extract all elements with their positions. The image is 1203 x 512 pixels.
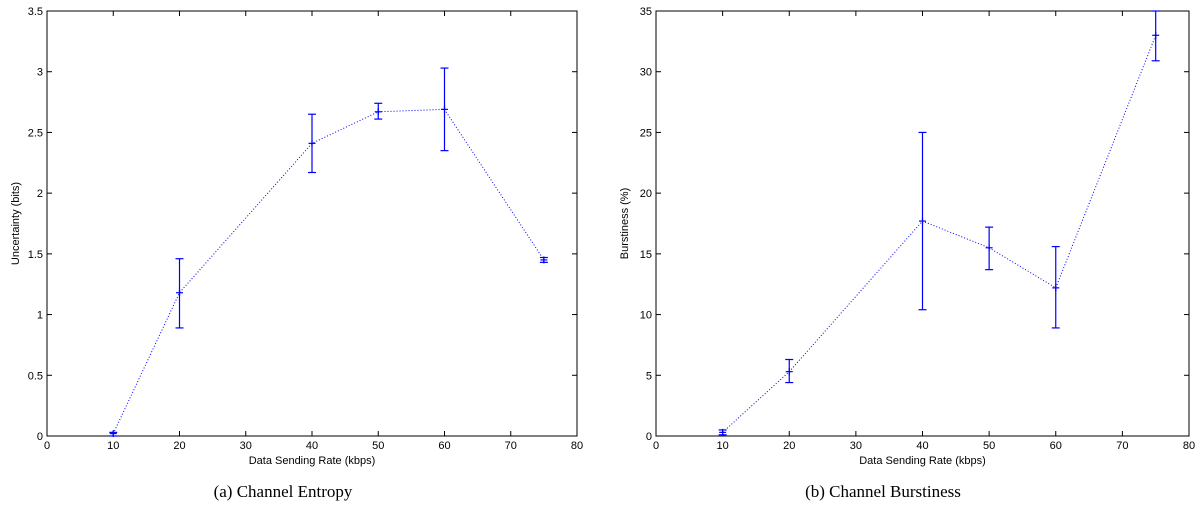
x-axis-label: Data Sending Rate (kbps) — [859, 455, 986, 467]
x-tick-label: 30 — [240, 440, 252, 452]
data-point — [176, 289, 183, 297]
y-tick-label: 15 — [640, 249, 652, 261]
data-point — [1052, 284, 1060, 292]
x-tick-label: 10 — [107, 440, 119, 452]
data-point — [109, 430, 117, 438]
x-axis-label: Data Sending Rate (kbps) — [249, 455, 376, 467]
y-axis-ticks: 0 0.5 1 1.5 2 2.5 3 3.5 — [28, 6, 577, 443]
y-axis-label: Burstiness (%) — [619, 188, 631, 260]
x-axis-ticks: 0 10 20 30 40 50 60 70 80 — [653, 11, 1195, 452]
chart-caption: (a) Channel Entropy — [214, 482, 353, 501]
y-tick-label: 0 — [37, 431, 43, 443]
x-tick-label: 0 — [653, 440, 659, 452]
chart-channel-burstiness: 0 10 20 30 40 50 60 70 80 0 5 10 15 20 25 30 35 Data Se… — [619, 6, 1195, 501]
y-tick-label: 2 — [37, 188, 43, 200]
y-tick-label: 25 — [640, 127, 652, 139]
y-tick-label: 35 — [640, 6, 652, 18]
y-tick-label: 1.5 — [28, 249, 43, 261]
series — [109, 67, 548, 438]
data-point — [441, 105, 448, 113]
x-tick-label: 60 — [438, 440, 450, 452]
plot-frame — [46, 10, 578, 437]
series-line — [722, 35, 1157, 433]
data-point — [785, 368, 793, 376]
chart-caption: (b) Channel Burstiness — [805, 482, 961, 501]
y-tick-label: 5 — [646, 370, 652, 382]
x-tick-label: 30 — [850, 440, 862, 452]
data-point — [374, 108, 382, 116]
chart-channel-entropy: 0 10 20 30 40 50 60 70 80 0 0.5 1 1.5 2 2.5 3 3.5 Data … — [10, 6, 583, 501]
y-tick-label: 20 — [640, 188, 652, 200]
y-tick-label: 10 — [640, 310, 652, 322]
data-point — [919, 217, 926, 225]
x-tick-label: 40 — [306, 440, 318, 452]
series-line — [112, 108, 545, 434]
series — [718, 10, 1160, 436]
x-tick-label: 20 — [783, 440, 795, 452]
y-axis-ticks: 0 5 10 15 20 25 30 35 — [640, 6, 1189, 443]
x-tick-label: 10 — [717, 440, 729, 452]
x-axis-ticks: 0 10 20 30 40 50 60 70 80 — [44, 11, 583, 452]
x-tick-label: 50 — [372, 440, 384, 452]
x-tick-label: 80 — [1183, 440, 1195, 452]
y-tick-label: 0.5 — [28, 370, 43, 382]
x-tick-label: 50 — [983, 440, 995, 452]
x-tick-label: 80 — [571, 440, 583, 452]
y-tick-label: 30 — [640, 67, 652, 79]
y-tick-label: 1 — [37, 310, 43, 322]
y-tick-label: 0 — [646, 431, 652, 443]
x-tick-label: 60 — [1050, 440, 1062, 452]
data-point — [308, 139, 316, 147]
y-tick-label: 3.5 — [28, 6, 43, 18]
y-axis-label: Uncertainty (bits) — [10, 182, 22, 265]
x-tick-label: 70 — [1116, 440, 1128, 452]
x-tick-label: 40 — [916, 440, 928, 452]
data-point — [1152, 31, 1160, 39]
y-tick-label: 2.5 — [28, 127, 43, 139]
x-tick-label: 0 — [44, 440, 50, 452]
y-tick-label: 3 — [37, 67, 43, 79]
x-tick-label: 70 — [505, 440, 517, 452]
data-point — [719, 428, 727, 436]
x-tick-label: 20 — [173, 440, 185, 452]
data-point — [985, 244, 993, 252]
data-point — [540, 256, 548, 264]
